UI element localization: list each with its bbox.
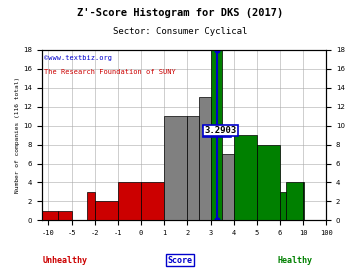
Bar xyxy=(222,154,234,220)
Y-axis label: Number of companies (116 total): Number of companies (116 total) xyxy=(15,77,20,193)
Bar xyxy=(87,192,95,220)
Text: Healthy: Healthy xyxy=(278,256,313,265)
Bar xyxy=(280,192,286,220)
Bar xyxy=(234,135,257,220)
Text: 3.2903: 3.2903 xyxy=(204,126,237,135)
Bar xyxy=(199,97,211,220)
Bar xyxy=(118,183,141,220)
Bar xyxy=(141,183,164,220)
Text: Sector: Consumer Cyclical: Sector: Consumer Cyclical xyxy=(113,27,247,36)
Text: Z'-Score Histogram for DKS (2017): Z'-Score Histogram for DKS (2017) xyxy=(77,8,283,18)
Bar xyxy=(164,116,187,220)
Bar xyxy=(58,211,72,220)
Bar xyxy=(41,211,58,220)
Bar xyxy=(187,116,199,220)
Bar xyxy=(326,211,327,220)
Text: Score: Score xyxy=(167,256,193,265)
Bar xyxy=(95,201,118,220)
Text: Unhealthy: Unhealthy xyxy=(42,256,87,265)
Bar xyxy=(211,50,222,220)
Text: ©www.textbiz.org: ©www.textbiz.org xyxy=(44,55,112,61)
Bar xyxy=(257,145,280,220)
Text: The Research Foundation of SUNY: The Research Foundation of SUNY xyxy=(44,69,176,75)
Bar xyxy=(286,183,303,220)
